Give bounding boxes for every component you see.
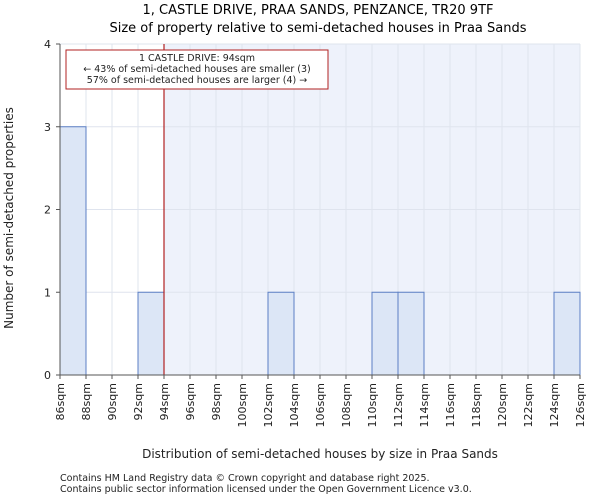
chart-subtitle: Size of property relative to semi-detach…	[109, 21, 526, 36]
bar	[137, 291, 165, 376]
annotation-line: ← 43% of semi-detached houses are smalle…	[83, 64, 311, 75]
x-tick-label: 96sqm	[184, 383, 197, 420]
x-tick-label: 104sqm	[288, 383, 301, 427]
x-tick-label: 86sqm	[54, 383, 67, 420]
y-tick-label: 1	[44, 286, 51, 299]
y-tick-label: 4	[44, 38, 51, 51]
x-tick-label: 106sqm	[314, 383, 327, 427]
x-tick-label: 114sqm	[418, 383, 431, 427]
x-tick-label: 98sqm	[210, 383, 223, 420]
plot-area: 0 1 2 3 4 86sqm 88sqm 90sqm 92sqm 94sqm 96sqm 98sqm…	[44, 38, 587, 427]
annotation-box	[65, 49, 329, 90]
x-axis-label: Distribution of semi-detached houses by …	[142, 447, 498, 461]
bar	[397, 291, 425, 376]
bar	[59, 126, 87, 376]
y-axis-label: Number of semi-detached properties	[2, 107, 16, 329]
x-tick-label: 116sqm	[444, 383, 457, 427]
chart-title: 1, CASTLE DRIVE, PRAA SANDS, PENZANCE, T…	[143, 3, 494, 18]
x-tick-label: 88sqm	[80, 383, 93, 420]
footer-licence: Contains public sector information licen…	[60, 484, 472, 495]
x-tick-label: 102sqm	[262, 383, 275, 427]
x-tick-label: 94sqm	[158, 383, 171, 420]
x-tick-label: 118sqm	[470, 383, 483, 427]
y-tick-label: 2	[44, 204, 51, 217]
annotation-line: 57% of semi-detached houses are larger (…	[87, 75, 307, 86]
footer-copyright: Contains HM Land Registry data © Crown c…	[60, 473, 430, 484]
x-tick-label: 126sqm	[574, 383, 587, 427]
annotation-line: 1 CASTLE DRIVE: 94sqm	[139, 53, 255, 64]
x-tick-label: 122sqm	[522, 383, 535, 427]
bar	[371, 291, 399, 376]
x-tick-label: 112sqm	[392, 383, 405, 427]
x-tick-label: 92sqm	[132, 383, 145, 420]
x-tick-label: 110sqm	[366, 383, 379, 427]
x-tick-label: 120sqm	[496, 383, 509, 427]
x-tick-label: 100sqm	[236, 383, 249, 427]
x-tick-label: 124sqm	[548, 383, 561, 427]
y-tick-label: 0	[44, 369, 51, 382]
bar	[553, 291, 581, 376]
y-tick-label: 3	[44, 121, 51, 134]
bar	[267, 291, 295, 376]
x-tick-label: 108sqm	[340, 383, 353, 427]
x-tick-label: 90sqm	[106, 383, 119, 420]
